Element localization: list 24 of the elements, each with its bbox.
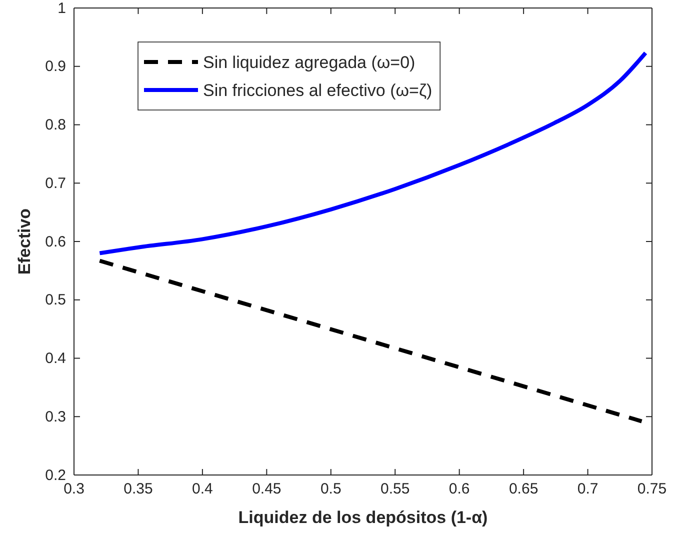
x-tick-label: 0.45: [252, 480, 282, 498]
y-tick-label: 0.9: [45, 58, 66, 76]
x-tick-label: 0.55: [380, 480, 410, 498]
legend-label: Sin liquidez agregada (ω=0): [203, 53, 416, 72]
x-tick-label: 0.3: [64, 480, 84, 498]
x-tick-label: 0.6: [448, 480, 470, 498]
x-axis-title: Liquidez de los depósitos (1-α): [238, 508, 488, 527]
line-series: [98, 50, 648, 256]
x-tick-label: 0.7: [577, 480, 598, 498]
y-tick-label: 0.8: [45, 116, 66, 134]
y-tick-label: 0.3: [45, 408, 66, 426]
y-axis-title: Efectivo: [15, 208, 34, 275]
y-tick-label: 0.5: [45, 292, 66, 309]
y-tick-label: 1: [58, 0, 66, 17]
y-tick-label: 0.7: [45, 174, 66, 192]
x-tick-label: 0.5: [320, 480, 342, 498]
x-tick-label: 0.75: [637, 480, 667, 498]
y-tick-label: 0.4: [45, 350, 66, 368]
x-tick-label: 0.35: [124, 480, 153, 498]
y-tick-label: 0.6: [45, 233, 66, 250]
legend-label: Sin fricciones al efectivo (ω=ζ): [203, 81, 432, 100]
y-tick-label: 0.2: [45, 466, 66, 484]
x-tick-label: 0.65: [508, 480, 538, 498]
x-tick-label: 0.4: [192, 480, 213, 498]
